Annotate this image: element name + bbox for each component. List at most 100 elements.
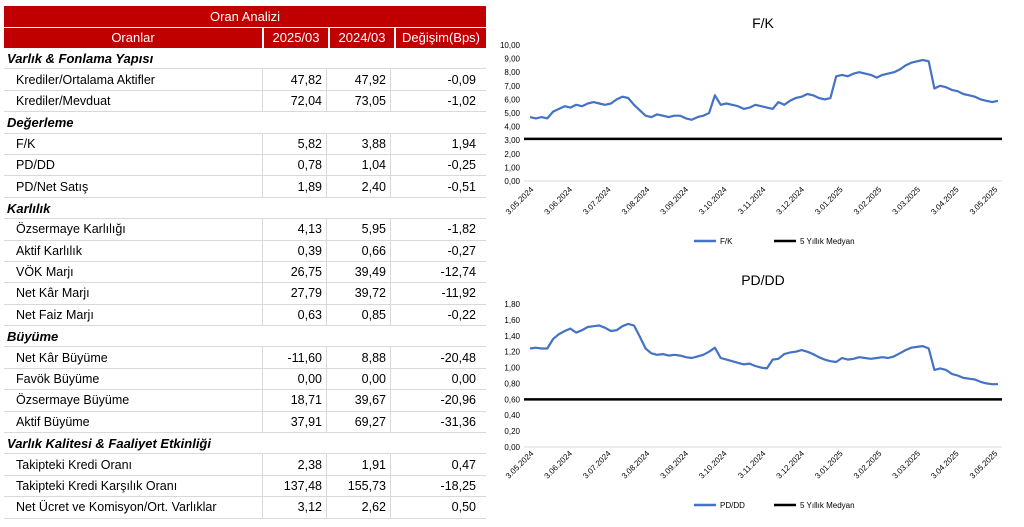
table-row: Aktif Karlılık 0,39 0,66 -0,27 [4, 240, 486, 262]
value-2025-03: 4,13 [262, 219, 326, 240]
table-row: Takipteki Kredi Karşılık Oranı 137,48 155,… [4, 475, 486, 498]
series-line [529, 322, 998, 386]
series-line [529, 58, 999, 121]
x-tick-label: 3.03.2025 [891, 449, 923, 481]
table-row: Krediler/Mevduat 72,04 73,05 -1,02 [4, 90, 486, 113]
header-ratios: Oranlar [4, 28, 262, 48]
value-2024-03: 3,88 [326, 133, 390, 154]
fk-chart-svg: F/K 0,00 1,00 2,00 3,00 4,00 5,00 6,00 7,00 8,00 9… [500, 15, 1002, 246]
table-row: Net Kâr Büyüme -11,60 8,88 -20,48 [4, 347, 486, 369]
value-change: 0,00 [390, 368, 480, 390]
value-2024-03: 69,27 [326, 411, 390, 433]
legend-label: 5 Yıllık Medyan [800, 501, 855, 510]
value-2025-03: 26,75 [262, 261, 326, 283]
table-body: Varlık & Fonlama Yapısı Krediler/Ortalama… [4, 48, 486, 519]
value-2024-03: 0,66 [326, 240, 390, 261]
table-row: Net Kâr Marjı 27,79 39,72 -11,92 [4, 283, 486, 305]
value-change: -11,92 [390, 283, 480, 304]
value-change: -0,22 [390, 304, 480, 326]
y-tick-label: 1,00 [504, 163, 520, 172]
value-2024-03: 8,88 [326, 347, 390, 368]
y-tick-label: 9,00 [504, 55, 520, 64]
x-tick-label: 3.01.2025 [813, 185, 845, 217]
row-label: Aktif Büyüme [16, 414, 90, 429]
x-tick-label: 3.02.2025 [852, 185, 884, 217]
value-2024-03: 5,95 [326, 219, 390, 240]
row-label: Net Kâr Marjı [16, 286, 90, 301]
header-2024-03: 2024/03 [330, 28, 394, 48]
y-tick-label: 2,00 [504, 150, 520, 159]
y-tick-label: 1,60 [504, 316, 520, 325]
value-2025-03: 3,12 [262, 497, 326, 518]
y-tick-label: 0,60 [504, 395, 520, 404]
table-row: Özsermaye Karlılığı 4,13 5,95 -1,82 [4, 219, 486, 241]
value-2024-03: 1,04 [326, 154, 390, 176]
y-tick-label: 5,00 [504, 109, 520, 118]
table-row: PD/DD 0,78 1,04 -0,25 [4, 154, 486, 177]
x-tick-label: 3.05.2024 [504, 449, 536, 481]
x-tick-label: 3.10.2024 [697, 449, 729, 481]
x-tick-label: 3.05.2025 [968, 449, 1000, 481]
row-label: Takipteki Kredi Oranı [16, 457, 133, 472]
y-tick-label: 1,80 [504, 300, 520, 309]
table-row: VÖK Marjı 26,75 39,49 -12,74 [4, 261, 486, 284]
x-tick-label: 3.04.2025 [929, 185, 961, 217]
y-tick-label: 1,00 [504, 364, 520, 373]
section-heading: Varlık & Fonlama Yapısı [4, 48, 486, 70]
y-tick-label: 10,00 [500, 41, 521, 50]
value-2025-03: 47,82 [262, 69, 326, 90]
value-change: -1,82 [390, 219, 480, 240]
value-change: -0,25 [390, 154, 480, 176]
chart-title: PD/DD [741, 272, 785, 288]
y-tick-label: 0,80 [504, 379, 520, 388]
value-change: -20,48 [390, 347, 480, 368]
value-2025-03: 18,71 [262, 390, 326, 411]
value-2024-03: 2,62 [326, 497, 390, 518]
table-row: PD/Net Satış 1,89 2,40 -0,51 [4, 176, 486, 198]
value-2025-03: -11,60 [262, 347, 326, 368]
y-tick-label: 1,20 [504, 348, 520, 357]
x-tick-label: 3.10.2024 [697, 185, 729, 217]
x-tick-label: 3.08.2024 [620, 185, 652, 217]
table-row: Favök Büyüme 0,00 0,00 0,00 [4, 368, 486, 391]
row-label: Net Kâr Büyüme [16, 350, 108, 365]
row-label: VÖK Marjı [16, 265, 74, 280]
value-change: -20,96 [390, 390, 480, 411]
chart-title: F/K [752, 15, 774, 31]
value-change: -0,09 [390, 69, 480, 90]
value-change: -1,02 [390, 90, 480, 112]
value-change: -0,51 [390, 176, 480, 197]
header-change: Değişim(Bps) [396, 28, 486, 48]
y-tick-label: 6,00 [504, 95, 520, 104]
value-2025-03: 0,78 [262, 154, 326, 176]
value-2025-03: 72,04 [262, 90, 326, 112]
x-tick-label: 3.01.2025 [813, 449, 845, 481]
value-2025-03: 0,00 [262, 368, 326, 390]
row-label: Aktif Karlılık [16, 243, 82, 258]
section-heading: Büyüme [4, 326, 486, 348]
value-2024-03: 73,05 [326, 90, 390, 112]
pddd-chart-svg: PD/DD 0,00 0,20 0,40 0,60 0,80 1,00 1,20 1,40 1,6… [504, 272, 1002, 510]
value-2025-03: 137,48 [262, 475, 326, 497]
x-tick-label: 3.12.2024 [775, 185, 807, 217]
row-label: Net Faiz Marjı [16, 307, 94, 322]
value-2024-03: 0,85 [326, 304, 390, 326]
table-row: Net Ücret ve Komisyon/Ort. Varlıklar 3,12… [4, 497, 486, 519]
row-label: F/K [16, 136, 36, 151]
pddd-chart: PD/DD 0,00 0,20 0,40 0,60 0,80 1,00 1,20 1,40 1,6… [494, 264, 1016, 522]
row-label: Özsermaye Büyüme [16, 393, 130, 408]
row-label: PD/DD [16, 158, 55, 173]
x-tick-label: 3.05.2025 [968, 185, 1000, 217]
row-label: Favök Büyüme [16, 372, 100, 387]
table-row: Net Faiz Marjı 0,63 0,85 -0,22 [4, 304, 486, 327]
x-tick-label: 3.07.2024 [581, 449, 613, 481]
y-tick-label: 0,00 [504, 177, 520, 186]
y-tick-label: 4,00 [504, 123, 520, 132]
section-heading: Varlık Kalitesi & Faaliyet Etkinliği [4, 433, 486, 455]
value-change: -12,74 [390, 261, 480, 283]
value-2024-03: 155,73 [326, 475, 390, 497]
value-2025-03: 37,91 [262, 411, 326, 433]
row-label: PD/Net Satış [16, 179, 89, 194]
x-tick-label: 3.06.2024 [543, 185, 575, 217]
x-tick-label: 3.08.2024 [620, 449, 652, 481]
